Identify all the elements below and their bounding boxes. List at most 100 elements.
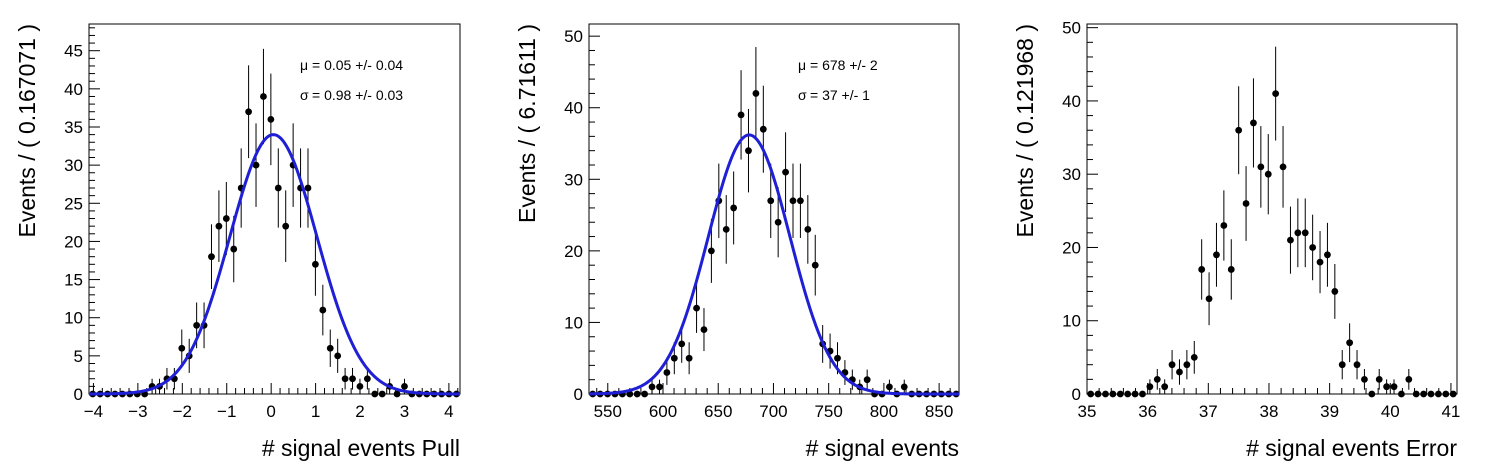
data-point bbox=[222, 181, 230, 256]
x-tick-label: 550 bbox=[594, 402, 622, 421]
y-tick-label: 25 bbox=[64, 194, 83, 213]
data-point bbox=[663, 360, 671, 385]
data-point bbox=[1346, 323, 1354, 363]
y-tick-label: 40 bbox=[1062, 92, 1081, 111]
data-marker bbox=[1375, 375, 1383, 383]
stat-symbol: σ bbox=[300, 87, 309, 103]
data-point bbox=[1205, 272, 1213, 326]
data-point bbox=[378, 390, 386, 398]
data-point bbox=[633, 390, 641, 398]
data-marker bbox=[1131, 390, 1139, 398]
y-tick-label: 20 bbox=[564, 242, 583, 261]
x-tick-label: 700 bbox=[759, 402, 787, 421]
y-tick-label: 45 bbox=[64, 42, 83, 61]
data-marker bbox=[222, 215, 230, 222]
plot-frame bbox=[588, 23, 960, 395]
data-marker bbox=[1368, 390, 1376, 398]
data-point bbox=[811, 234, 819, 296]
data-point bbox=[304, 148, 312, 228]
x-tick-label: 750 bbox=[814, 402, 842, 421]
data-marker bbox=[656, 383, 663, 391]
data-point bbox=[1294, 198, 1302, 268]
data-marker bbox=[1427, 390, 1435, 398]
data-point bbox=[215, 190, 223, 262]
plot-frame bbox=[1086, 23, 1458, 395]
data-point bbox=[1449, 390, 1457, 398]
data-marker bbox=[1227, 266, 1235, 273]
data-point bbox=[1383, 379, 1391, 394]
data-marker bbox=[215, 222, 223, 230]
y-tick-label: 20 bbox=[64, 232, 83, 251]
data-marker bbox=[1309, 244, 1317, 251]
data-point bbox=[274, 148, 282, 228]
data-point bbox=[1272, 46, 1280, 141]
x-tick-label: 37 bbox=[1199, 402, 1218, 421]
data-marker bbox=[693, 304, 700, 312]
data-point bbox=[260, 48, 267, 145]
data-marker bbox=[1272, 90, 1280, 98]
data-point bbox=[1257, 126, 1265, 208]
data-point bbox=[1124, 390, 1132, 398]
data-point bbox=[1220, 190, 1228, 261]
data-marker bbox=[393, 390, 401, 398]
data-marker bbox=[267, 115, 275, 123]
y-tick-label: 30 bbox=[564, 170, 583, 189]
data-point bbox=[349, 367, 356, 390]
data-marker bbox=[700, 326, 708, 333]
data-marker bbox=[230, 245, 238, 253]
data-marker bbox=[363, 375, 371, 383]
x-tick-label: 600 bbox=[649, 402, 677, 421]
data-point bbox=[1309, 214, 1317, 281]
stat-text: = 37 +/- 1 bbox=[810, 87, 870, 103]
stat-symbol: μ bbox=[300, 57, 308, 73]
data-point bbox=[886, 379, 893, 394]
data-point bbox=[1116, 390, 1124, 398]
data-marker bbox=[863, 376, 871, 384]
x-tick-label: 850 bbox=[925, 402, 953, 421]
data-marker bbox=[319, 306, 327, 314]
data-point bbox=[1361, 368, 1368, 390]
data-point bbox=[208, 224, 215, 290]
data-marker bbox=[1139, 390, 1146, 398]
data-point bbox=[312, 232, 319, 296]
data-point bbox=[1131, 390, 1139, 398]
data-point bbox=[341, 367, 349, 390]
data-point bbox=[1168, 350, 1176, 380]
data-marker bbox=[752, 90, 760, 97]
x-tick-label: 4 bbox=[444, 402, 453, 421]
x-tick-label: −1 bbox=[217, 402, 236, 421]
data-point bbox=[648, 379, 656, 394]
data-point bbox=[319, 284, 327, 336]
data-marker bbox=[1257, 163, 1265, 171]
y-tick-label: 35 bbox=[64, 118, 83, 137]
data-point bbox=[178, 329, 186, 367]
data-point bbox=[371, 390, 379, 398]
data-point bbox=[363, 367, 371, 390]
x-tick-label: 39 bbox=[1320, 402, 1339, 421]
y-tick-label: 0 bbox=[1072, 385, 1081, 404]
data-point bbox=[656, 379, 663, 394]
data-marker bbox=[1264, 170, 1272, 178]
data-marker bbox=[900, 383, 908, 391]
data-marker bbox=[648, 383, 656, 391]
data-point bbox=[767, 163, 775, 238]
stat-symbol: μ bbox=[798, 57, 806, 73]
data-marker bbox=[797, 197, 804, 205]
y-axis-title: Events / ( 6.71611 ) bbox=[514, 24, 540, 223]
data-marker bbox=[745, 147, 752, 155]
data-marker bbox=[1205, 295, 1213, 303]
data-marker bbox=[1346, 339, 1354, 347]
data-marker bbox=[1301, 229, 1309, 237]
data-marker bbox=[685, 354, 693, 362]
stat-text: = 0.05 +/- 0.04 bbox=[312, 57, 403, 73]
data-point bbox=[1176, 359, 1183, 385]
data-marker bbox=[1405, 375, 1413, 383]
data-point bbox=[267, 73, 275, 166]
data-marker bbox=[326, 344, 334, 352]
data-marker bbox=[1102, 390, 1109, 398]
data-point bbox=[863, 369, 871, 390]
data-marker bbox=[312, 260, 319, 268]
data-marker bbox=[1442, 390, 1450, 398]
y-tick-label: 10 bbox=[1062, 312, 1081, 331]
x-tick-label: 800 bbox=[870, 402, 898, 421]
